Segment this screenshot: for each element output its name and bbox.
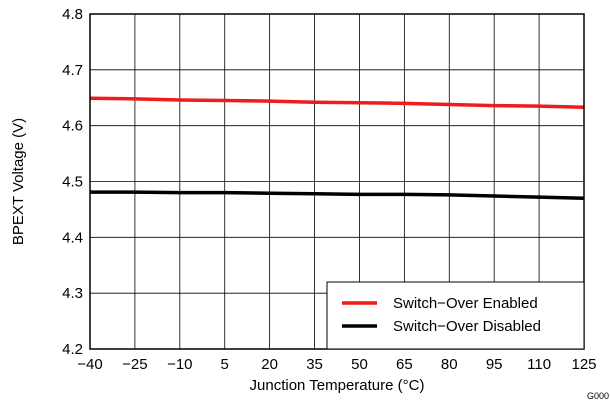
series-line-switch-over-disabled bbox=[90, 190, 585, 200]
legend-label-switch-over-disabled: Switch−Over Disabled bbox=[393, 318, 541, 335]
y-tick-label: 4.7 bbox=[62, 62, 83, 79]
x-tick-label: 5 bbox=[221, 356, 229, 373]
x-tick-label: 35 bbox=[306, 356, 323, 373]
x-tick-label: −40 bbox=[77, 356, 102, 373]
y-tick-label: 4.2 bbox=[62, 341, 83, 358]
x-tick-label: −25 bbox=[122, 356, 147, 373]
legend-box bbox=[326, 281, 585, 350]
y-tick-label: 4.3 bbox=[62, 285, 83, 302]
y-tick-label: 4.6 bbox=[62, 118, 83, 135]
series-layer bbox=[89, 96, 585, 200]
x-tick-labels: −40 −25 −10 5 20 35 50 65 80 95 110 125 bbox=[77, 356, 596, 373]
y-tick-label: 4.4 bbox=[62, 229, 83, 246]
x-tick-label: 110 bbox=[527, 356, 551, 373]
y-tick-label: 4.5 bbox=[62, 174, 83, 191]
x-tick-label: 50 bbox=[351, 356, 368, 373]
figure-id: G000 bbox=[587, 391, 609, 401]
series-line-switch-over-enabled bbox=[89, 96, 585, 109]
x-tick-label: 80 bbox=[441, 356, 458, 373]
x-tick-label: −10 bbox=[167, 356, 192, 373]
legend-label-switch-over-enabled: Switch−Over Enabled bbox=[393, 295, 538, 312]
x-tick-label: 20 bbox=[261, 356, 278, 373]
x-tick-label: 95 bbox=[486, 356, 503, 373]
y-tick-label: 4.8 bbox=[62, 6, 83, 23]
x-axis-label: Junction Temperature (°C) bbox=[250, 377, 425, 394]
x-tick-label: 65 bbox=[396, 356, 413, 373]
legend: Switch−Over Enabled Switch−Over Disabled bbox=[326, 281, 585, 350]
y-axis-label: BPEXT Voltage (V) bbox=[10, 118, 27, 245]
x-tick-label: 125 bbox=[571, 356, 596, 373]
y-tick-labels: 4.2 4.3 4.4 4.5 4.6 4.7 4.8 bbox=[62, 6, 83, 358]
